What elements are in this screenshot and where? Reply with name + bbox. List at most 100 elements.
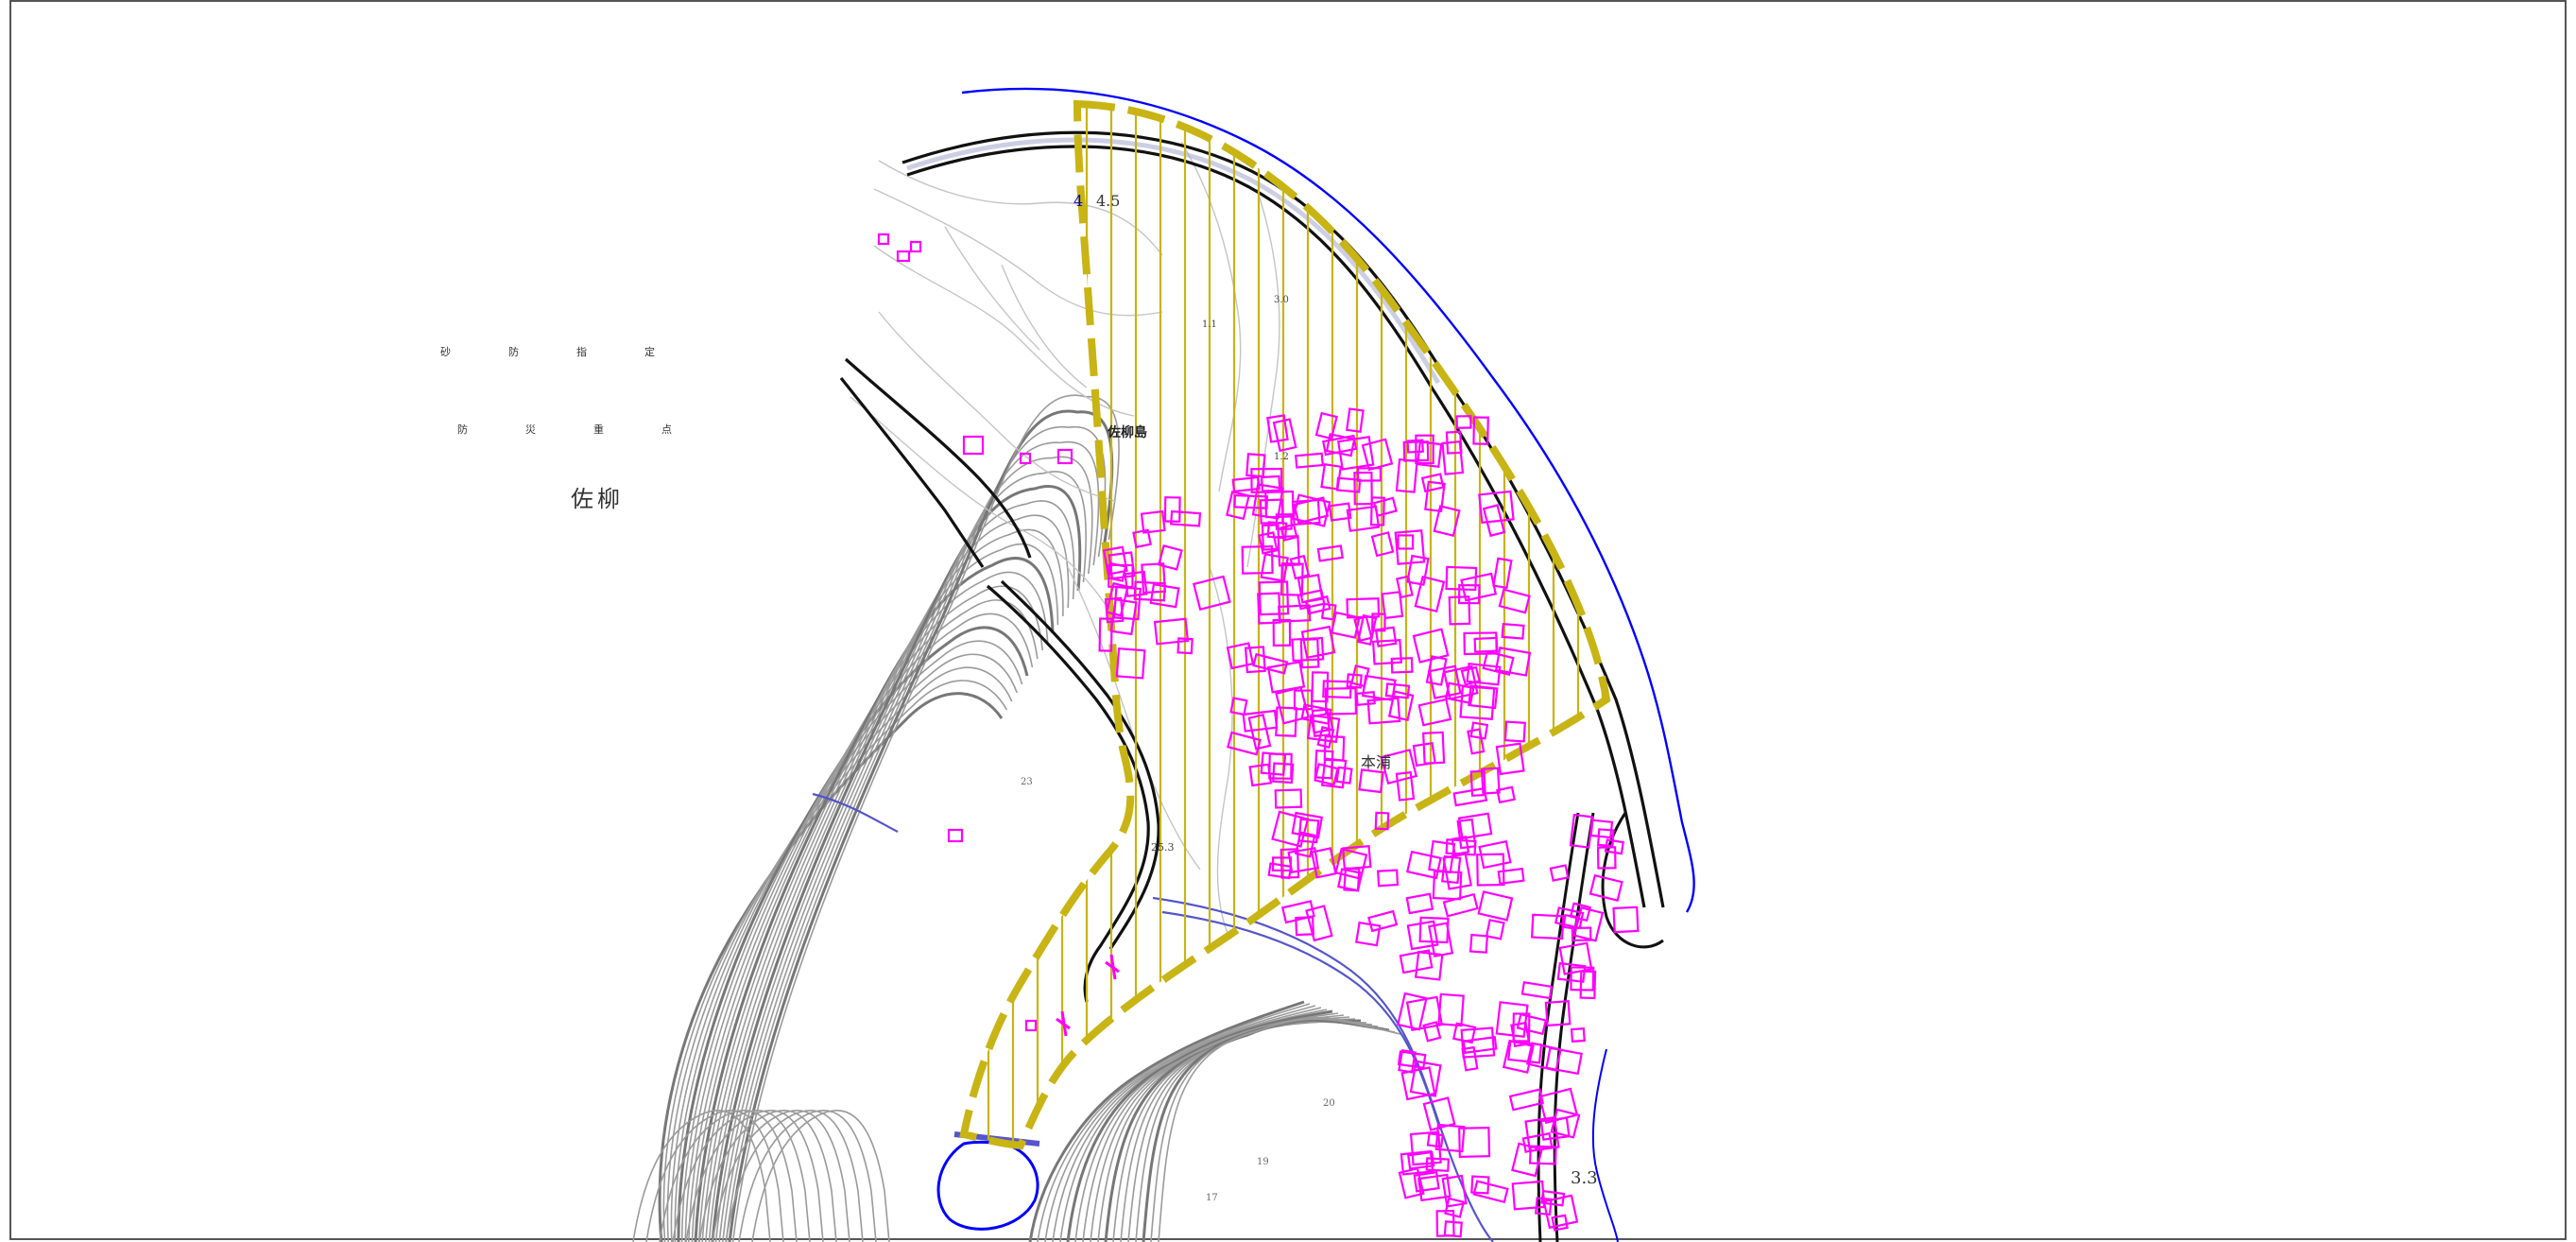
building: [1266, 414, 1289, 443]
building: [1437, 992, 1465, 1027]
building: [1428, 664, 1462, 699]
marker-symbols: [1056, 954, 1120, 1037]
legend-char: 重: [593, 423, 604, 436]
building: [1501, 622, 1525, 640]
building: [1422, 1096, 1456, 1131]
building: [1384, 682, 1411, 699]
contour-label: 20: [1323, 1098, 1335, 1109]
building: [1260, 474, 1281, 492]
building: [1414, 575, 1446, 613]
building: [1311, 671, 1330, 703]
contour-line: [698, 1110, 837, 1242]
building: [1476, 853, 1505, 887]
building: [1258, 531, 1279, 555]
building: [1248, 763, 1273, 787]
contour-line: [1097, 1018, 1356, 1242]
building: [1460, 665, 1482, 686]
building: [1279, 523, 1298, 542]
building: [1503, 720, 1526, 743]
building: [1274, 788, 1303, 809]
building: [1414, 951, 1444, 981]
building: [1405, 892, 1434, 915]
legend-char: 点: [661, 423, 672, 436]
building: [1473, 636, 1499, 653]
building: [1370, 531, 1395, 558]
elevation-label-top-blue: 4: [1073, 192, 1083, 210]
building: [1157, 544, 1183, 571]
building: [1570, 966, 1595, 992]
building: [1400, 1066, 1436, 1101]
building: [1335, 476, 1362, 493]
building: [1381, 591, 1404, 620]
contour-line: [1066, 1009, 1333, 1242]
building: [1497, 867, 1525, 886]
building: [1396, 575, 1414, 599]
building: [1480, 767, 1501, 795]
building: [1492, 557, 1513, 590]
contour-line: [1037, 1003, 1311, 1242]
building: [1244, 646, 1266, 674]
building: [1455, 415, 1472, 429]
contour-line: [714, 471, 1088, 1242]
building: [1445, 565, 1478, 592]
building: [1306, 714, 1341, 744]
building: [1589, 873, 1623, 902]
building: [1163, 496, 1181, 523]
building: [1251, 483, 1284, 520]
building: [1297, 574, 1324, 604]
building: [1380, 749, 1418, 785]
building: [1441, 440, 1465, 475]
building: [1426, 1131, 1444, 1148]
contour-line: [672, 1110, 811, 1242]
building: [1272, 618, 1292, 647]
building: [1227, 731, 1262, 756]
contour-line: [685, 1110, 824, 1242]
contour-lines: [632, 394, 1401, 1242]
building: [1245, 453, 1266, 478]
elevation-label-top: 4.5: [1096, 192, 1120, 210]
building: [1457, 812, 1493, 840]
building: [1428, 922, 1454, 957]
building: [1337, 868, 1364, 892]
building: [1140, 509, 1166, 534]
legend-char: 指: [576, 346, 587, 358]
building: [1589, 819, 1614, 839]
building: [1372, 496, 1398, 518]
building: [1271, 810, 1310, 848]
building: [1551, 1214, 1569, 1232]
building: [1295, 452, 1324, 469]
terrain-lines: [850, 141, 1280, 937]
building: [1371, 638, 1402, 665]
building: [1294, 831, 1316, 858]
building: [1461, 1045, 1479, 1072]
building: [1341, 845, 1372, 871]
building: [1397, 992, 1428, 1031]
contour-line: [688, 585, 1043, 1242]
contour-line: [731, 394, 1120, 1242]
building: [877, 233, 890, 246]
building: [1325, 433, 1356, 457]
building: [1149, 583, 1180, 609]
building: [1442, 892, 1479, 918]
building: [1406, 850, 1442, 880]
building: [1535, 1197, 1553, 1216]
building: [1397, 534, 1415, 550]
island-name-label: 佐柳島: [1107, 424, 1147, 440]
building: [1377, 869, 1400, 888]
building: [1462, 1036, 1498, 1054]
building: [1108, 551, 1136, 580]
building: [1433, 505, 1461, 538]
building: [1310, 847, 1337, 879]
building: [1409, 1130, 1442, 1166]
contour-line: [666, 666, 1013, 1242]
contour-line: [738, 1110, 877, 1242]
contour-label: 17: [1206, 1193, 1218, 1203]
building: [1390, 657, 1414, 674]
contour-line: [1127, 1021, 1379, 1242]
contour-line: [1104, 1019, 1362, 1242]
building: [1398, 1048, 1417, 1074]
building: [1544, 1000, 1571, 1027]
building: [1507, 1040, 1543, 1064]
building: [1458, 1126, 1491, 1158]
building: [1316, 544, 1344, 562]
